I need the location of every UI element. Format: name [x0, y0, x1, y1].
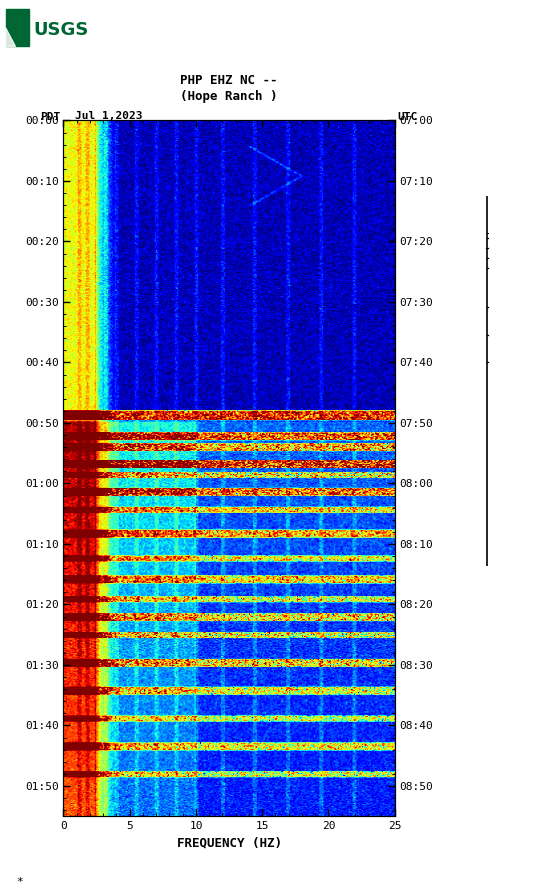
Text: Jul 1,2023: Jul 1,2023: [75, 112, 142, 121]
Text: USGS: USGS: [33, 21, 88, 38]
Text: PDT: PDT: [40, 112, 61, 121]
Polygon shape: [6, 28, 15, 46]
Text: UTC: UTC: [397, 112, 418, 121]
Text: (Hope Ranch ): (Hope Ranch ): [181, 89, 278, 103]
Text: *: *: [17, 877, 23, 887]
X-axis label: FREQUENCY (HZ): FREQUENCY (HZ): [177, 837, 282, 849]
Text: PHP EHZ NC --: PHP EHZ NC --: [181, 73, 278, 87]
